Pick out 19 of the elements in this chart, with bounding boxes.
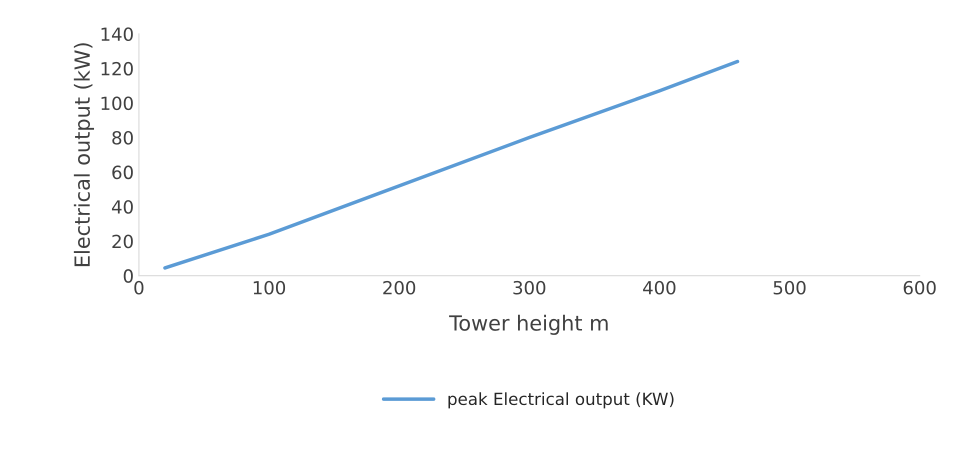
line-series	[163, 60, 740, 270]
x-tick-label: 0	[134, 280, 144, 295]
x-tick-label: 600	[904, 280, 936, 295]
y-tick-label: 120	[102, 62, 133, 76]
y-tick-label: 100	[102, 96, 133, 110]
y-tick-label: 40	[112, 200, 133, 214]
legend-label: peak Electrical output (KW)	[448, 392, 674, 408]
x-axis-title: Tower height m	[449, 314, 608, 335]
y-tick-label: 0	[124, 269, 133, 283]
x-tick-label: 100	[254, 280, 286, 295]
x-tick-label: 300	[513, 280, 546, 295]
y-tick-label: 60	[112, 166, 133, 180]
x-tick-label: 400	[643, 280, 676, 295]
x-tick-label: 200	[383, 280, 416, 295]
y-tick-label: 20	[112, 234, 133, 248]
x-tick-label: 500	[774, 280, 806, 295]
y-axis-title: Electrical output (kW)	[74, 43, 94, 266]
y-tick-label: 80	[112, 130, 133, 145]
y-tick-label: 140	[102, 27, 133, 42]
